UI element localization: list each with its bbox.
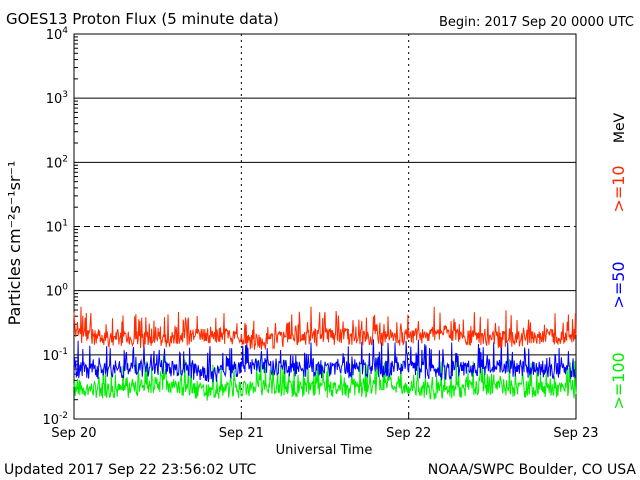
series-line-ge100 xyxy=(73,356,577,401)
x-tick-label: Sep 22 xyxy=(386,426,431,441)
series-line-ge50 xyxy=(73,339,577,383)
x-tick-label: Sep 21 xyxy=(219,426,264,441)
updated-timestamp: Updated 2017 Sep 22 23:56:02 UTC xyxy=(4,462,257,478)
y-tick-label: 104 xyxy=(46,26,69,43)
y-tick-label: 101 xyxy=(46,219,68,236)
series-layer xyxy=(73,306,577,401)
x-tick-labels: Sep 20 Sep 21 Sep 22 Sep 23 xyxy=(51,413,599,441)
legend-item-ge10: >=10 xyxy=(609,165,628,212)
y-tick-labels: 10-2 10-1 100 101 102 103 104 xyxy=(42,26,68,428)
legend: MeV >=10 >=50 >=100 xyxy=(609,112,628,409)
x-axis-label: Universal Time xyxy=(276,443,373,458)
x-tick-label: Sep 23 xyxy=(553,426,598,441)
y-tick-label: 100 xyxy=(46,283,69,300)
source-credit: NOAA/SWPC Boulder, CO USA xyxy=(428,462,637,478)
legend-unit-label: MeV xyxy=(612,112,628,143)
begin-date-label: Begin: 2017 Sep 20 0000 UTC xyxy=(439,15,634,30)
y-tick-label: 103 xyxy=(46,90,68,107)
chart-title: GOES13 Proton Flux (5 minute data) xyxy=(6,10,279,28)
y-axis-label: Particles cm⁻²s⁻¹sr⁻¹ xyxy=(5,161,24,326)
y-tick-label: 10-1 xyxy=(42,347,68,364)
legend-item-ge100: >=100 xyxy=(609,352,628,409)
y-tick-label: 102 xyxy=(46,154,68,171)
y-tick-label: 10-2 xyxy=(42,411,68,428)
grid xyxy=(74,34,576,419)
series-line-ge10 xyxy=(73,306,577,351)
x-tick-label: Sep 20 xyxy=(51,426,96,441)
legend-item-ge50: >=50 xyxy=(609,261,628,308)
